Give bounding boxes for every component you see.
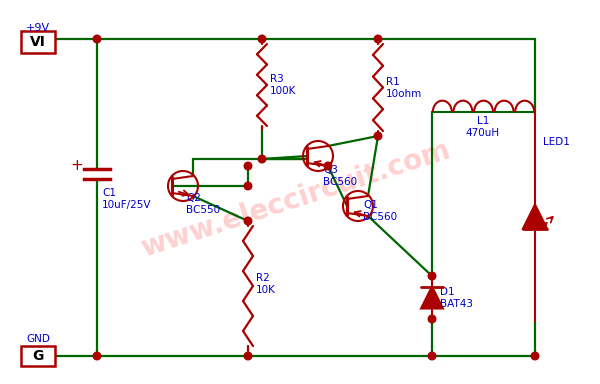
Circle shape — [324, 162, 332, 170]
Text: Q1
BC560: Q1 BC560 — [363, 200, 397, 222]
Text: GND: GND — [26, 334, 50, 344]
Text: C1
10uF/25V: C1 10uF/25V — [102, 188, 151, 210]
Text: D1
BAT43: D1 BAT43 — [440, 287, 473, 309]
Text: +: + — [71, 159, 83, 174]
Text: L1
470uH: L1 470uH — [466, 116, 500, 138]
Circle shape — [428, 352, 436, 360]
Circle shape — [374, 132, 382, 140]
Text: R1
10ohm: R1 10ohm — [386, 77, 422, 99]
Text: Q2
BC550: Q2 BC550 — [186, 193, 220, 215]
Circle shape — [93, 35, 101, 43]
Text: R3
100K: R3 100K — [270, 74, 296, 96]
Polygon shape — [421, 286, 443, 308]
Text: R2
10K: R2 10K — [256, 273, 276, 295]
Text: www.eleccircuit.com: www.eleccircuit.com — [137, 136, 453, 262]
Circle shape — [244, 182, 252, 190]
Circle shape — [244, 162, 252, 170]
Polygon shape — [523, 205, 547, 228]
Text: LED1: LED1 — [543, 137, 570, 147]
Circle shape — [244, 352, 252, 360]
Circle shape — [258, 35, 266, 43]
Text: +9V: +9V — [26, 23, 50, 33]
Circle shape — [428, 272, 436, 280]
Circle shape — [531, 352, 539, 360]
FancyBboxPatch shape — [21, 346, 55, 366]
Circle shape — [374, 35, 382, 43]
FancyBboxPatch shape — [21, 31, 55, 53]
Circle shape — [258, 155, 266, 163]
Text: Q3
BC560: Q3 BC560 — [323, 165, 357, 187]
Circle shape — [244, 217, 252, 225]
Circle shape — [428, 315, 436, 323]
Text: G: G — [32, 349, 44, 363]
Circle shape — [93, 352, 101, 360]
Text: VI: VI — [30, 35, 46, 49]
